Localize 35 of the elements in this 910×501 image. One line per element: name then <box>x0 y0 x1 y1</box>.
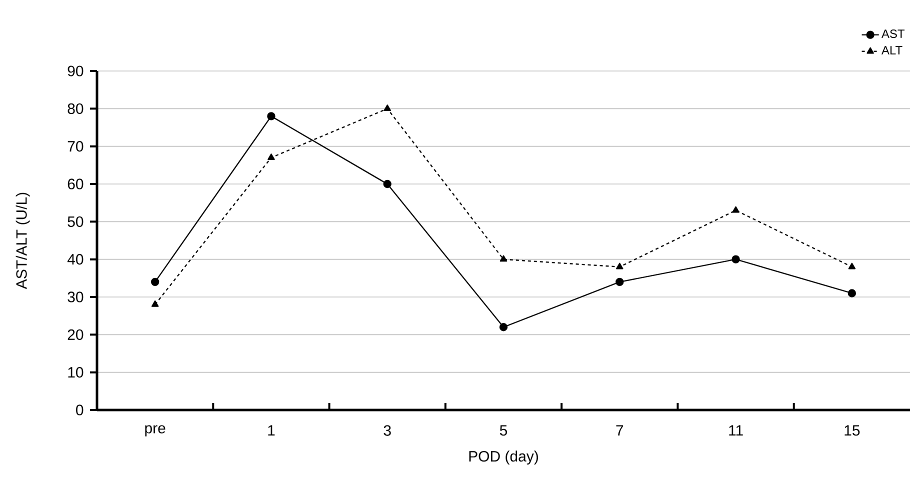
point <box>848 289 856 298</box>
x-tick-label: 5 <box>500 425 508 436</box>
y-tick-label: 70 <box>68 141 84 152</box>
legend-label: ALT <box>881 46 902 54</box>
legend-label: AST <box>881 30 905 38</box>
y-axis-title: AST/ALT (U/L) <box>16 192 30 290</box>
y-tick-label: 60 <box>68 178 84 190</box>
x-tick-label: 7 <box>616 425 624 436</box>
y-tick-label: 40 <box>67 254 84 265</box>
x-tick-label: pre <box>145 425 166 436</box>
point <box>268 154 275 160</box>
point <box>267 112 276 120</box>
point <box>150 278 160 286</box>
point <box>384 104 391 112</box>
point <box>732 206 740 213</box>
y-tick-label: 20 <box>68 329 84 340</box>
y-tick-label: 10 <box>68 367 84 378</box>
point <box>383 180 392 188</box>
point <box>499 323 508 332</box>
point <box>732 255 740 264</box>
y-tick-label: 90 <box>68 66 84 76</box>
point <box>848 262 856 270</box>
x-tick-label: 3 <box>384 425 391 436</box>
x-tick-label: 15 <box>844 425 860 436</box>
y-tick-label: 0 <box>76 404 84 416</box>
x-tick-label: 11 <box>729 425 743 436</box>
point <box>151 300 159 307</box>
point <box>616 278 624 286</box>
point <box>616 262 624 270</box>
x-tick-label: 1 <box>268 425 275 436</box>
point <box>500 255 508 262</box>
y-tick-label: 80 <box>68 103 84 114</box>
y-tick-label: 30 <box>68 292 84 302</box>
x-axis-title: POD (day) <box>469 450 538 465</box>
y-tick-label: 50 <box>68 216 84 227</box>
